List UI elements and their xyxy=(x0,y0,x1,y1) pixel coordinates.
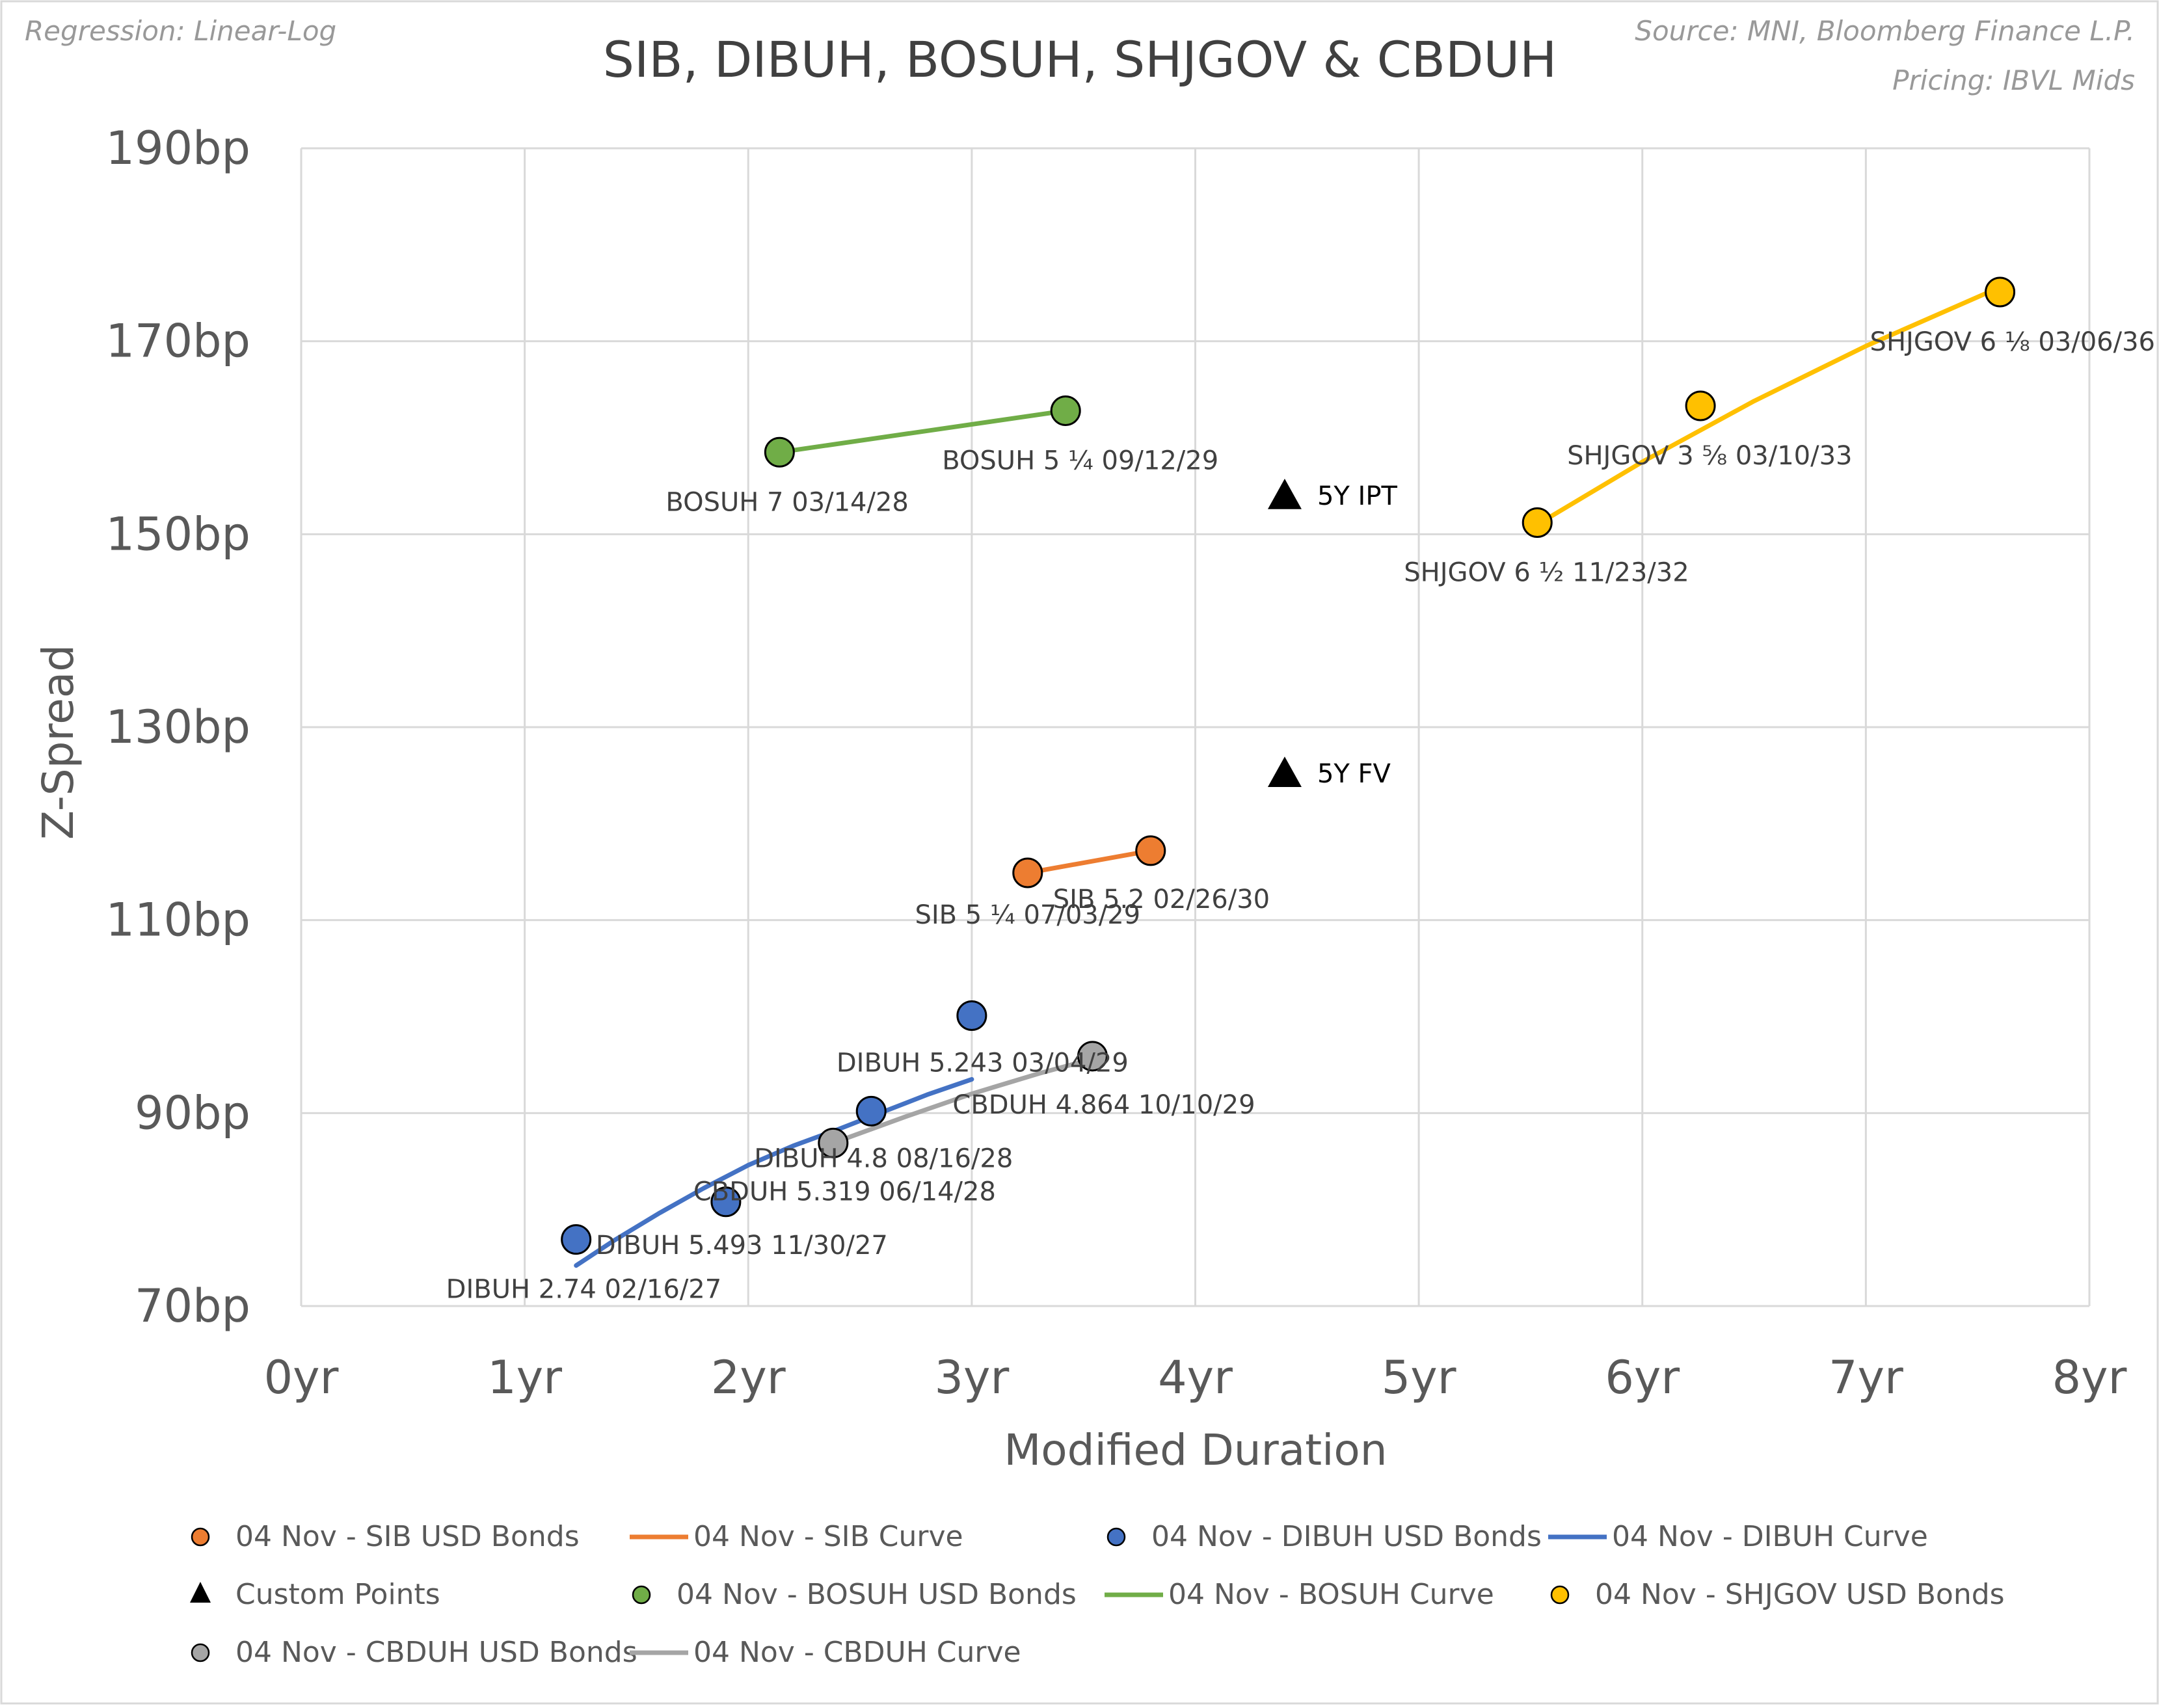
pricing-note: Pricing: IBVL Mids xyxy=(1892,64,2135,96)
sib-bond-point xyxy=(1012,857,1043,888)
bosuh-curve-line xyxy=(777,408,1068,455)
legend-marker-dibuh xyxy=(1106,1527,1126,1547)
legend-label: 04 Nov - CBDUH Curve xyxy=(693,1636,1021,1669)
shjgov-bond-point xyxy=(1522,507,1553,539)
shjgov-bond-label: SHJGOV 6 ⅛ 03/06/36 xyxy=(1870,327,2155,357)
curve-layer xyxy=(574,285,2002,1268)
legend-label: 04 Nov - DIBUH Curve xyxy=(1612,1520,1928,1553)
y-tick-label: 150bp xyxy=(106,507,250,561)
dibuh-curve-line xyxy=(574,1076,974,1268)
legend-label: 04 Nov - SHJGOV USD Bonds xyxy=(1595,1578,2005,1611)
x-tick-label: 2yr xyxy=(711,1351,786,1404)
cbduh-bond-label: CBDUH 5.319 06/14/28 xyxy=(693,1177,996,1207)
grid-layer xyxy=(300,147,2091,1307)
marker-layer xyxy=(561,276,2016,1255)
legend-label: 04 Nov - SIB USD Bonds xyxy=(235,1520,580,1553)
legend-label: 04 Nov - BOSUH Curve xyxy=(1168,1578,1494,1611)
sib-bond-label: SIB 5 ¼ 07/03/29 xyxy=(915,900,1140,930)
cbduh-bond-point xyxy=(818,1127,849,1158)
legend-marker-sib xyxy=(191,1527,210,1547)
cbduh-bond-point xyxy=(1077,1041,1108,1072)
legend-label: 04 Nov - CBDUH USD Bonds xyxy=(235,1636,637,1669)
x-tick-label: 4yr xyxy=(1158,1351,1233,1404)
dibuh-bond-point xyxy=(956,1000,987,1032)
custom-point-triangle xyxy=(1267,479,1302,509)
bosuh-bond-point xyxy=(1050,395,1081,426)
custom-point-triangle xyxy=(1267,756,1302,787)
legend-marker-shjgov xyxy=(1550,1585,1570,1605)
cbduh-bond-label: CBDUH 4.864 10/10/29 xyxy=(952,1090,1255,1120)
source-note: Source: MNI, Bloomberg Finance L.P. xyxy=(1635,15,2135,47)
legend-label: 04 Nov - DIBUH USD Bonds xyxy=(1151,1520,1542,1553)
shjgov-bond-point xyxy=(1985,276,2016,308)
x-tick-label: 7yr xyxy=(1829,1351,1903,1404)
axis-layer: 0yr 1yr 2yr 3yr 4yr 5yr 6yr 7yr 8yr 70bp 90bp 110bp… xyxy=(106,122,2127,1404)
bosuh-bond-point xyxy=(764,436,795,468)
sib-bond-point xyxy=(1135,835,1166,866)
y-tick-label: 170bp xyxy=(106,315,250,368)
custom-point-label: 5Y FV xyxy=(1317,759,1391,789)
y-axis-title: Z-Spread xyxy=(33,645,83,840)
dibuh-bond-point xyxy=(855,1095,887,1127)
shjgov-bond-label: SHJGOV 6 ½ 11/23/32 xyxy=(1404,558,1689,588)
y-tick-label: 190bp xyxy=(106,122,250,175)
x-tick-label: 3yr xyxy=(935,1351,1010,1404)
dibuh-bond-label: DIBUH 2.74 02/16/27 xyxy=(446,1275,722,1305)
legend-marker-bosuh xyxy=(632,1585,651,1605)
dibuh-bond-label: DIBUH 5.243 03/04/29 xyxy=(837,1048,1129,1078)
dibuh-bond-point xyxy=(561,1224,592,1255)
sib-bond-label: SIB 5.2 02/26/30 xyxy=(1053,885,1270,914)
cbduh-curve-line xyxy=(831,1056,1095,1145)
legend: 04 Nov - SIB USD Bonds 04 Nov - SIB Curve… xyxy=(190,1520,2005,1669)
legend-triangle xyxy=(190,1582,211,1603)
y-tick-label: 70bp xyxy=(135,1279,250,1333)
shjgov-bond-label: SHJGOV 3 ⅝ 03/10/33 xyxy=(1567,441,1852,471)
sib-curve-line xyxy=(1025,848,1153,875)
dibuh-bond-point xyxy=(710,1186,742,1218)
dibuh-bond-label: DIBUH 5.493 11/30/27 xyxy=(596,1231,888,1261)
regression-note: Regression: Linear-Log xyxy=(25,15,336,47)
legend-label: 04 Nov - SIB Curve xyxy=(693,1520,963,1553)
legend-label: 04 Nov - BOSUH USD Bonds xyxy=(677,1578,1077,1611)
x-tick-label: 6yr xyxy=(1605,1351,1680,1404)
legend-marker-cbduh xyxy=(191,1643,210,1662)
shjgov-bond-point xyxy=(1685,390,1716,421)
legend-label: Custom Points xyxy=(235,1578,440,1611)
y-tick-label: 110bp xyxy=(106,894,250,947)
x-tick-label: 0yr xyxy=(264,1351,339,1404)
shjgov-curve-line xyxy=(1535,285,2002,527)
bosuh-bond-label: BOSUH 7 03/14/28 xyxy=(665,487,908,517)
custom-point-label: 5Y IPT xyxy=(1317,481,1398,511)
dibuh-bond-label: DIBUH 4.8 08/16/28 xyxy=(754,1143,1013,1173)
bosuh-bond-label: BOSUH 5 ¼ 09/12/29 xyxy=(942,446,1218,475)
chart-title: SIB, DIBUH, BOSUH, SHJGOV & CBDUH xyxy=(603,31,1557,88)
y-tick-label: 90bp xyxy=(135,1086,250,1140)
x-tick-label: 5yr xyxy=(1382,1351,1456,1404)
x-axis-title: Modified Duration xyxy=(1004,1425,1387,1475)
y-tick-label: 130bp xyxy=(106,701,250,754)
x-tick-label: 1yr xyxy=(487,1351,562,1404)
x-tick-label: 8yr xyxy=(2052,1351,2127,1404)
